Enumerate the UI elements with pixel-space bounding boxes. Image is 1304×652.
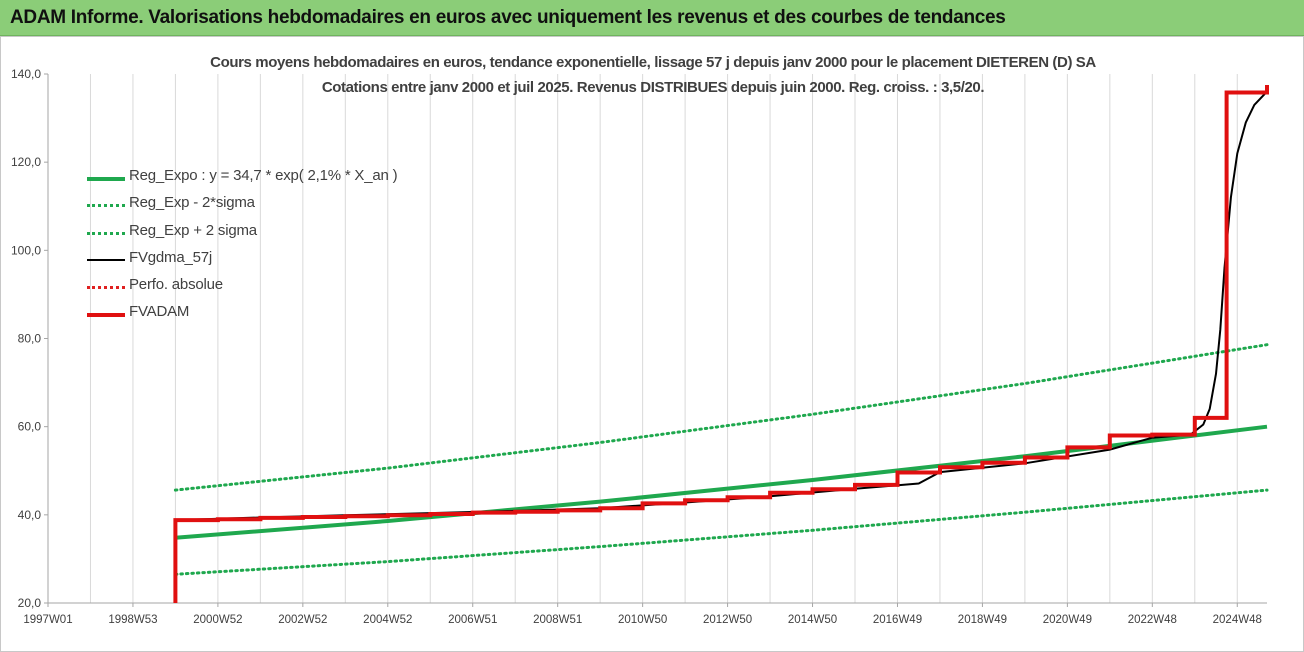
chart-title: Cours moyens hebdomadaires en euros, ten… <box>210 54 1096 71</box>
legend-swatch-perfo-absolue <box>87 286 125 290</box>
x-tick-label: 2008W51 <box>533 614 582 626</box>
x-tick-label: 2000W52 <box>193 614 242 626</box>
y-tick-label: 20,0 <box>18 596 42 610</box>
x-tick-label: 1998W53 <box>108 614 157 626</box>
report-title: ADAM Informe. Valorisations hebdomadaire… <box>10 7 1006 28</box>
x-tick-label: 2006W51 <box>448 614 497 626</box>
y-tick-label: 40,0 <box>18 508 42 522</box>
series-line-2 <box>173 343 1269 492</box>
x-tick-label: 2020W49 <box>1043 614 1092 626</box>
y-tick-label: 140,0 <box>11 67 41 81</box>
x-tick-label: 2010W50 <box>618 614 667 626</box>
axes <box>44 73 1267 607</box>
x-tick-label: 2004W52 <box>363 614 412 626</box>
report-banner: ADAM Informe. Valorisations hebdomadaire… <box>0 0 1304 36</box>
series-line-5 <box>173 85 1269 603</box>
series-lines <box>173 85 1269 603</box>
legend-label-reg-exp-plus: Reg_Exp + 2 sigma <box>129 221 257 239</box>
y-tick-label: 60,0 <box>18 420 42 434</box>
series-line-1 <box>173 488 1269 576</box>
y-tick-label: 80,0 <box>18 332 42 346</box>
x-tick-label: 2002W52 <box>278 614 327 626</box>
x-tick-label: 2018W49 <box>958 614 1007 626</box>
chart-subtitle: Cotations entre janv 2000 et juil 2025. … <box>321 79 985 96</box>
legend-swatch-reg-expo <box>87 177 125 181</box>
grid-lines <box>47 74 1238 603</box>
series-line-0 <box>175 424 1268 540</box>
x-tick-label: 1997W01 <box>23 614 72 626</box>
series-line-3 <box>175 90 1268 522</box>
legend-label-perfo-absolue: Perfo. absolue <box>129 276 223 294</box>
legend-swatch-reg-exp-minus <box>87 204 125 208</box>
legend-swatch-fvgdma <box>87 258 125 261</box>
x-tick-label: 2024W48 <box>1213 614 1262 626</box>
chart-frame: 20,0 40,0 60,0 80,0 100,0 120,0 140,0 1997W01 1… <box>0 36 1304 652</box>
legend-label-fvgdma: FVgdma_57j <box>129 248 213 266</box>
x-tick-label: 2022W48 <box>1128 614 1177 626</box>
x-tick-label: 2012W50 <box>703 614 752 626</box>
legend-swatch-fvadam <box>87 313 125 318</box>
y-tick-label: 120,0 <box>11 155 41 169</box>
x-tick-label: 2016W49 <box>873 614 922 626</box>
legend-label-fvadam: FVADAM <box>129 303 190 321</box>
y-tick-label: 100,0 <box>11 243 41 257</box>
legend-label-reg-exp-minus: Reg_Exp - 2*sigma <box>129 194 255 212</box>
legend-swatch-reg-exp-plus <box>87 231 125 235</box>
x-tick-labels: 1997W01 1998W53 2000W52 2002W52 2004W52 2006W… <box>23 614 1262 626</box>
x-tick-label: 2014W50 <box>788 614 837 626</box>
y-tick-labels: 20,0 40,0 60,0 80,0 100,0 120,0 140,0 <box>11 67 41 610</box>
legend-label-reg-expo: Reg_Expo : y = 34,7 * exp( 2,1% * X_an ) <box>129 167 398 184</box>
